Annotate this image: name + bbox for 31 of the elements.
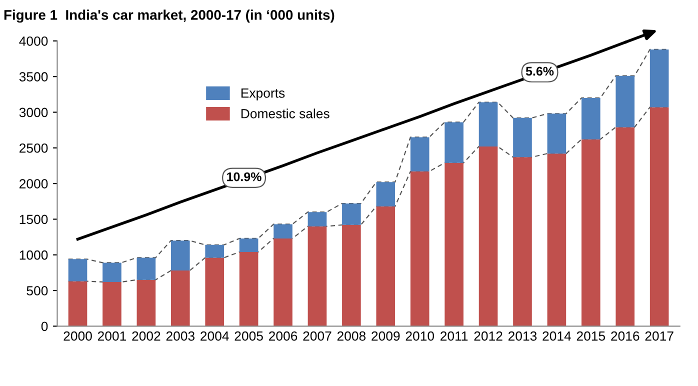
x-tick-label: 2008 — [337, 331, 366, 341]
x-tick-label: 2001 — [98, 331, 126, 341]
x-tick-label: 2013 — [508, 331, 537, 341]
y-tick-label: 1000 — [20, 250, 48, 260]
y-tick-label: 3500 — [19, 72, 48, 82]
y-tick-label: 3000 — [19, 108, 48, 118]
y-tick-label: 2000 — [20, 179, 48, 188]
x-tick-label: 2003 — [166, 331, 194, 341]
x-tick-label: 2004 — [200, 331, 229, 341]
x-tick-label: 2010 — [406, 331, 434, 341]
x-tick-label: 2011 — [440, 331, 468, 341]
x-tick-label: 2005 — [234, 331, 263, 341]
y-tick-label: 4000 — [19, 36, 48, 46]
legend-label: Exports — [241, 88, 285, 100]
x-tick-label: 2016 — [611, 331, 640, 341]
x-tick-label: 2009 — [372, 331, 400, 341]
x-tick-label: 2014 — [542, 331, 571, 341]
x-tick-label: 2012 — [474, 331, 502, 341]
x-tick-label: 2000 — [64, 331, 92, 341]
y-tick-label: 1500 — [20, 214, 48, 224]
x-tick-label: 2017 — [645, 331, 674, 341]
x-tick-label: 2007 — [303, 331, 332, 341]
x-tick-label: 2002 — [132, 331, 160, 341]
y-tick-label: 2500 — [20, 143, 48, 153]
x-tick-label: 2015 — [576, 331, 606, 341]
chart-title: Figure 1 India's car market, 2000-17 (in ‘000 units) — [4, 10, 334, 23]
y-tick-label: 500 — [26, 286, 48, 296]
legend-label: Domestic sales — [241, 108, 330, 118]
y-tick-label: 0 — [41, 322, 48, 332]
x-tick-label: 2006 — [269, 331, 298, 341]
annotation: 5.6% — [526, 66, 554, 76]
